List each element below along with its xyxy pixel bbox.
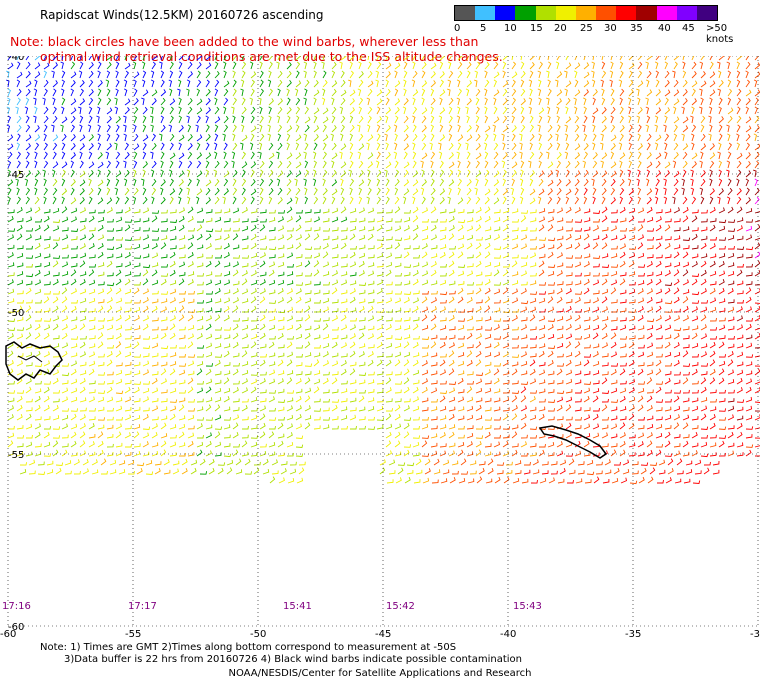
latitude-label: -55 <box>8 450 24 461</box>
legend-label: >50 knots <box>706 23 734 45</box>
legend-swatch <box>455 6 476 20</box>
coastline-falklands <box>5 341 63 381</box>
map-title: Rapidscat Winds(12.5KM) 20160726 ascendi… <box>40 8 324 22</box>
coastline-south-georgia <box>538 425 608 459</box>
legend-label: 10 <box>504 23 517 34</box>
legend-label: 15 <box>530 23 543 34</box>
longitude-labels: -60 -55 -50 -45 -40 -35 -30 <box>0 629 760 640</box>
wind-barbs <box>6 56 760 485</box>
footer-notes: Note: 1) Times are GMT 2)Times along bot… <box>40 642 522 666</box>
legend-color-bar <box>454 5 718 21</box>
legend-swatch <box>656 6 677 20</box>
legend-swatch <box>696 6 718 20</box>
legend-label: 0 <box>454 23 461 34</box>
longitude-label: -40 <box>500 629 516 640</box>
legend-swatch <box>676 6 697 20</box>
wind-speed-legend: 0 5 10 15 20 25 30 35 40 45 >50 knots <box>454 5 754 45</box>
measurement-time-label: 15:42 <box>386 601 415 612</box>
latitude-label: -45 <box>8 170 24 181</box>
legend-swatch <box>515 6 536 20</box>
footer-line-2: 3)Data buffer is 22 hrs from 20160726 4)… <box>64 654 522 665</box>
longitude-label: -50 <box>250 629 266 640</box>
longitude-label: -60 <box>0 629 16 640</box>
latitude-labels: -40 -45 -50 -55 -60 <box>8 56 24 633</box>
legend-label: 30 <box>604 23 617 34</box>
legend-label: 35 <box>630 23 643 34</box>
legend-swatch <box>475 6 496 20</box>
legend-swatch <box>575 6 597 20</box>
legend-label: 20 <box>554 23 567 34</box>
credit-line: NOAA/NESDIS/Center for Satellite Applica… <box>228 668 532 679</box>
time-labels: 17:16 17:17 15:41 15:42 15:43 <box>2 601 542 612</box>
measurement-time-label: 17:16 <box>2 601 31 612</box>
longitude-label: -30 <box>750 629 760 640</box>
measurement-time-label: 17:17 <box>128 601 157 612</box>
footer-line-1: Note: 1) Times are GMT 2)Times along bot… <box>40 642 457 653</box>
legend-label: 40 <box>658 23 671 34</box>
longitude-label: -55 <box>125 629 141 640</box>
legend-label: 25 <box>580 23 593 34</box>
legend-swatch <box>596 6 617 20</box>
longitude-label: -45 <box>375 629 391 640</box>
note-line-1: Note: black circles have been added to t… <box>10 34 479 49</box>
legend-swatch <box>555 6 576 20</box>
legend-swatch <box>495 6 516 20</box>
legend-labels: 0 5 10 15 20 25 30 35 40 45 >50 knots <box>454 21 754 45</box>
wind-barb-map: -40 -45 -50 -55 -60 -60 -55 -50 -45 -40 -35 -30 17… <box>0 56 760 640</box>
lat-lon-grid <box>7 56 759 627</box>
legend-label: 5 <box>480 23 487 34</box>
measurement-time-label: 15:43 <box>513 601 542 612</box>
legend-swatch <box>535 6 556 20</box>
latitude-label: -50 <box>8 308 24 319</box>
south-georgia-coast <box>538 425 608 459</box>
legend-swatch <box>616 6 637 20</box>
falklands-coast <box>5 341 63 381</box>
latitude-label: -40 <box>8 56 24 63</box>
legend-swatch <box>636 6 657 20</box>
longitude-label: -35 <box>625 629 641 640</box>
measurement-time-label: 15:41 <box>283 601 312 612</box>
latitude-label: -60 <box>8 622 24 633</box>
legend-label: 45 <box>682 23 695 34</box>
